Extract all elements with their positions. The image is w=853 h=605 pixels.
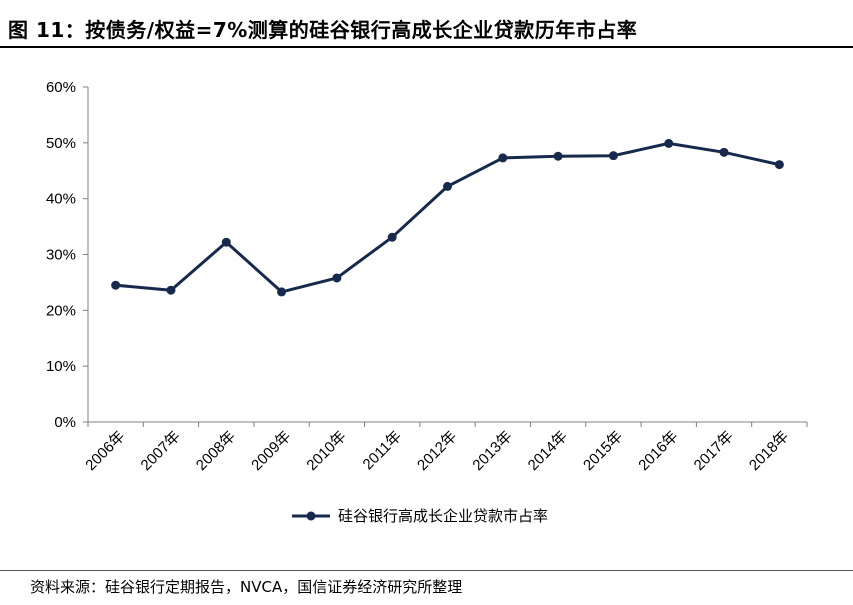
x-tick-label: 2016年 [635,428,681,474]
data-point [719,147,729,157]
x-tick-label: 2018年 [746,428,792,474]
data-point [277,287,287,297]
data-point [608,151,618,161]
x-tick-label: 2009年 [248,428,294,474]
x-tick-label: 2015年 [580,428,626,474]
source-divider [0,570,853,571]
data-point [774,160,784,170]
x-tick-label: 2014年 [525,428,571,474]
y-tick-label: 0% [54,414,76,431]
title-divider [0,46,853,48]
data-point [111,280,121,290]
data-point [498,153,508,163]
series-layer [111,138,784,297]
axes: 0% 10% 20% 30% 40% 50% 60% 2006年 2007年 2008年 2009年… [46,79,808,474]
data-point [387,232,397,242]
x-tick-label: 2006年 [82,428,128,474]
x-tick-label: 2017年 [691,428,737,474]
x-tick-label: 2010年 [303,428,349,474]
y-tick-label: 50% [46,135,76,152]
source-note: 资料来源：硅谷银行定期报告，NVCA，国信证券经济研究所整理 [30,578,463,596]
series-line [115,141,780,294]
figure-title: 图 11：按债务/权益=7%测算的硅谷银行高成长企业贷款历年市占率 [8,18,638,42]
data-point [166,285,176,295]
legend-label: 硅谷银行高成长企业贷款市占率 [338,507,548,525]
x-tick-label: 2008年 [193,428,239,474]
data-point [332,273,342,283]
x-tick-label: 2011年 [360,428,405,473]
y-tick-label: 10% [46,358,76,375]
data-point [553,151,563,161]
y-tick-label: 30% [46,247,76,264]
data-point [664,138,674,148]
x-tick-label: 2007年 [138,428,184,474]
line-chart: 0% 10% 20% 30% 40% 50% 60% 2006年 2007年 2008年 2009年… [46,79,808,525]
legend-marker-swatch [306,511,316,521]
y-tick-label: 20% [46,302,76,319]
y-tick-label: 60% [46,79,76,96]
data-point [221,237,231,247]
y-tick-label: 40% [46,191,76,208]
data-point [443,181,452,191]
legend: 硅谷银行高成长企业贷款市占率 [292,507,548,525]
x-tick-label: 2012年 [414,428,460,474]
x-tick-label: 2013年 [469,428,515,474]
